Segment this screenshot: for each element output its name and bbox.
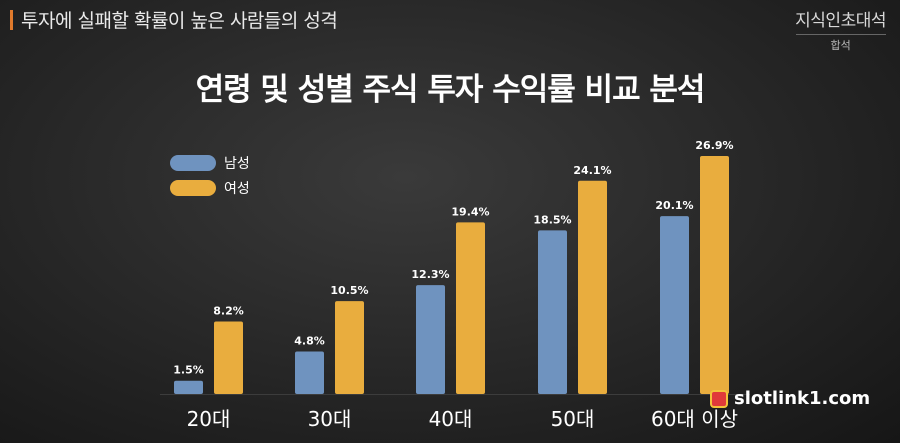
category-label-0: 20대 xyxy=(187,407,231,431)
channel-badge: 지식인초대석 합석 xyxy=(795,6,886,53)
data-label-male-2: 12.3% xyxy=(411,268,449,281)
data-label-male-3: 18.5% xyxy=(533,213,571,226)
bar-female-3 xyxy=(578,180,607,394)
legend-swatch-male xyxy=(170,155,216,171)
category-label-4: 60대 이상 xyxy=(651,407,738,431)
watermark-text: slotlink1.com xyxy=(734,388,871,409)
chart-title: 연령 및 성별 주식 투자 수익률 비교 분석 xyxy=(195,72,706,108)
channel-divider xyxy=(795,34,886,35)
category-label-3: 50대 xyxy=(551,407,595,431)
data-label-male-1: 4.8% xyxy=(294,335,325,348)
legend-label-male: 남성 xyxy=(224,156,250,172)
data-label-female-4: 26.9% xyxy=(695,139,733,152)
bar-male-2 xyxy=(416,285,445,394)
video-title: 투자에 실패할 확률이 높은 사람들의 성격 xyxy=(10,6,338,33)
watermark: slotlink1.com xyxy=(710,388,870,409)
bar-female-2 xyxy=(456,222,485,394)
channel-tag: 합석 xyxy=(830,39,851,52)
title-accent-bar xyxy=(10,9,13,30)
data-label-female-1: 10.5% xyxy=(330,284,368,297)
bar-female-4 xyxy=(700,156,729,394)
category-label-1: 30대 xyxy=(308,407,352,431)
bar-male-4 xyxy=(660,216,689,394)
legend-swatch-female xyxy=(170,180,216,196)
bar-male-0 xyxy=(174,380,203,394)
watermark-logo-icon xyxy=(710,389,728,408)
category-label-2: 40대 xyxy=(429,407,473,431)
data-label-male-4: 20.1% xyxy=(655,199,693,212)
data-label-male-0: 1.5% xyxy=(173,364,204,377)
bar-male-3 xyxy=(538,230,567,394)
data-label-female-0: 8.2% xyxy=(213,304,244,317)
video-title-text: 투자에 실패할 확률이 높은 사람들의 성격 xyxy=(21,10,338,32)
bar-female-1 xyxy=(335,301,364,394)
bar-male-1 xyxy=(295,351,324,394)
data-label-female-2: 19.4% xyxy=(451,205,489,218)
data-label-female-3: 24.1% xyxy=(573,164,611,177)
legend-label-female: 여성 xyxy=(224,181,250,197)
channel-name: 지식인초대석 xyxy=(795,11,886,31)
bar-female-0 xyxy=(214,321,243,394)
